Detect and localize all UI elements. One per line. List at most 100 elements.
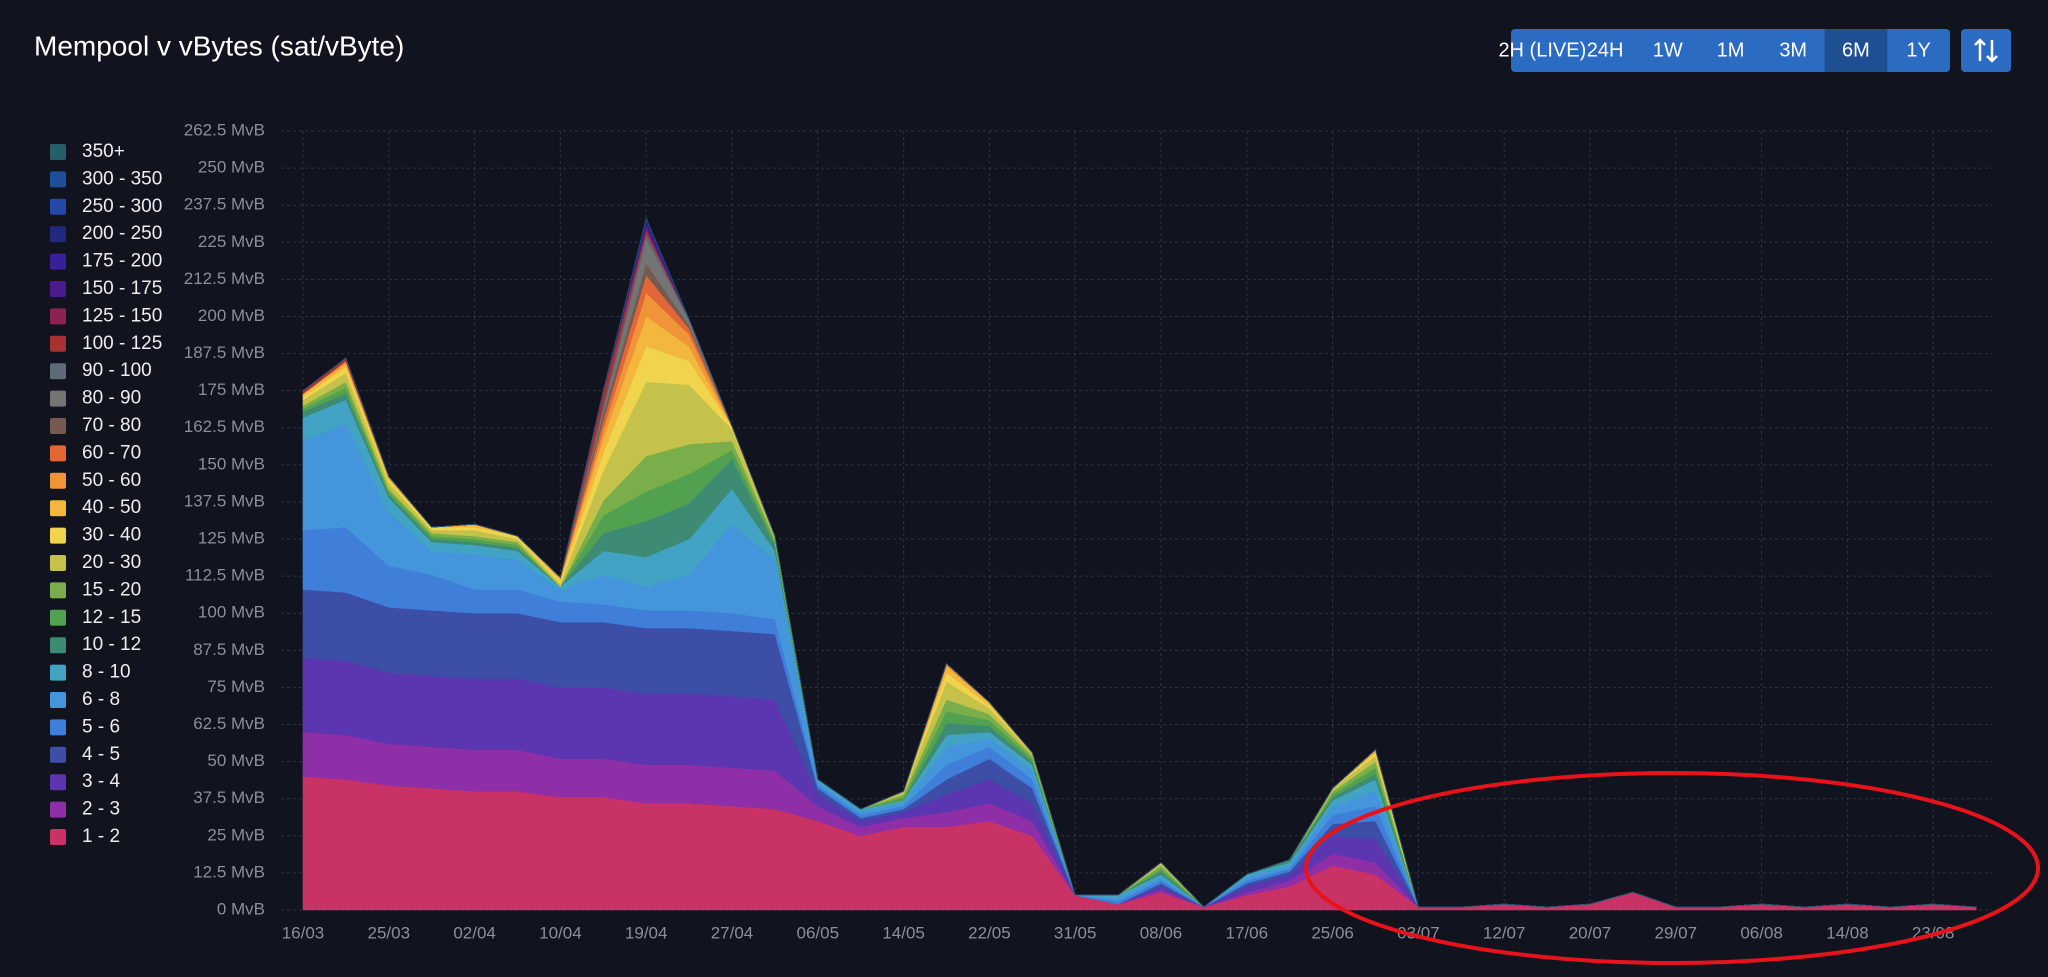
legend-swatch[interactable]: [50, 829, 66, 845]
legend-label[interactable]: 60 - 70: [82, 442, 141, 463]
button-active-bg[interactable]: [1824, 29, 1888, 72]
y-tick-label: 200 MvB: [198, 306, 265, 325]
legend-label[interactable]: 3 - 4: [82, 771, 120, 792]
range-button[interactable]: 1W: [1653, 39, 1683, 61]
x-tick-label: 02/04: [453, 923, 496, 942]
legend-label[interactable]: 1 - 2: [82, 826, 120, 847]
legend-swatch[interactable]: [50, 226, 66, 243]
legend-label[interactable]: 30 - 40: [82, 525, 141, 546]
y-tick-label: 250 MvB: [198, 158, 265, 177]
legend-swatch[interactable]: [50, 582, 66, 599]
highlight-ellipse: [1304, 771, 2040, 965]
legend-label[interactable]: 125 - 150: [82, 305, 162, 326]
legend-swatch[interactable]: [50, 144, 66, 160]
x-tick-label: 31/05: [1054, 923, 1097, 942]
legend-swatch[interactable]: [50, 253, 66, 270]
y-tick-label: 12.5 MvB: [193, 862, 265, 881]
y-tick-label: 262.5 MvB: [184, 120, 265, 139]
legend-label[interactable]: 20 - 30: [82, 552, 141, 573]
legend-label[interactable]: 12 - 15: [82, 607, 141, 628]
y-tick-label: 137.5 MvB: [184, 491, 265, 510]
legend-label[interactable]: 200 - 250: [82, 223, 162, 244]
range-buttons: 2H (LIVE) 24H 1W 1M 3M 6M 1Y: [1498, 29, 1950, 72]
legend-swatch[interactable]: [50, 637, 66, 654]
legend-swatch[interactable]: [50, 664, 66, 681]
range-button[interactable]: 1Y: [1906, 39, 1930, 61]
legend-label[interactable]: 250 - 300: [82, 196, 162, 217]
legend-label[interactable]: 350+: [82, 141, 125, 162]
legend-swatch[interactable]: [50, 281, 66, 297]
y-tick-label: 0 MvB: [217, 899, 265, 918]
legend-swatch[interactable]: [50, 555, 66, 571]
legend-label[interactable]: 4 - 5: [82, 744, 120, 765]
x-tick-label: 25/06: [1311, 923, 1354, 942]
toggle-bg[interactable]: [1961, 29, 2011, 72]
y-tick-label: 87.5 MvB: [193, 640, 265, 659]
y-tick-label: 50 MvB: [207, 751, 265, 770]
legend-label[interactable]: 100 - 125: [82, 333, 162, 354]
range-button[interactable]: 6M: [1842, 39, 1870, 61]
x-tick-label: 19/04: [625, 923, 668, 942]
x-tick-label: 29/07: [1655, 923, 1698, 942]
x-tick-label: 16/03: [282, 923, 325, 942]
x-tick-label: 20/07: [1569, 923, 1612, 942]
legend-label[interactable]: 10 - 12: [82, 634, 141, 655]
x-tick-label: 08/06: [1140, 923, 1183, 942]
y-tick-label: 75 MvB: [207, 677, 265, 696]
legend-label[interactable]: 15 - 20: [82, 579, 141, 600]
legend-swatch[interactable]: [50, 472, 66, 489]
legend-swatch[interactable]: [50, 692, 66, 708]
legend-swatch[interactable]: [50, 171, 66, 188]
legend-label[interactable]: 6 - 8: [82, 689, 120, 710]
legend-swatch[interactable]: [50, 609, 66, 626]
legend-label[interactable]: 50 - 60: [82, 470, 141, 491]
legend-swatch[interactable]: [50, 801, 66, 818]
x-tick-label: 27/04: [711, 923, 754, 942]
legend-swatch[interactable]: [50, 390, 66, 407]
legend-swatch[interactable]: [50, 198, 66, 215]
legend-swatch[interactable]: [50, 308, 66, 325]
range-button[interactable]: 1M: [1717, 39, 1745, 61]
toggle-button[interactable]: [1961, 29, 2011, 72]
x-tick-label: 25/03: [368, 923, 411, 942]
range-button[interactable]: 24H: [1587, 39, 1624, 61]
range-button[interactable]: 3M: [1779, 39, 1807, 61]
x-tick-label: 17/06: [1226, 923, 1269, 942]
legend-swatch[interactable]: [50, 418, 66, 434]
legend-label[interactable]: 90 - 100: [82, 360, 152, 381]
range-button[interactable]: 2H (LIVE): [1498, 39, 1586, 61]
x-tick-label: 06/05: [797, 923, 840, 942]
x-tick-label: 14/05: [882, 923, 925, 942]
legend-label[interactable]: 8 - 10: [82, 662, 131, 683]
legend-swatch[interactable]: [50, 335, 66, 352]
y-tick-label: 150 MvB: [198, 454, 265, 473]
legend-label[interactable]: 175 - 200: [82, 251, 162, 272]
legend-label[interactable]: 40 - 50: [82, 497, 141, 518]
legend-swatch[interactable]: [50, 774, 66, 791]
y-tick-label: 25 MvB: [207, 825, 265, 844]
y-tick-label: 237.5 MvB: [184, 195, 265, 214]
x-tick-label: 14/08: [1826, 923, 1869, 942]
legend-swatch[interactable]: [50, 500, 66, 517]
legend-label[interactable]: 150 - 175: [82, 278, 162, 299]
legend-label[interactable]: 300 - 350: [82, 168, 162, 189]
legend-swatch[interactable]: [50, 363, 66, 380]
legend: 350+ 300 - 350 250 - 300 200 - 250 175 - 200…: [50, 141, 162, 847]
x-tick-label: 12/07: [1483, 923, 1526, 942]
legend-label[interactable]: 5 - 6: [82, 716, 120, 737]
legend-swatch[interactable]: [50, 527, 66, 544]
y-tick-label: 175 MvB: [198, 380, 265, 399]
legend-swatch[interactable]: [50, 445, 66, 462]
y-tick-label: 212.5 MvB: [184, 269, 265, 288]
legend-label[interactable]: 2 - 3: [82, 799, 120, 820]
legend-swatch[interactable]: [50, 719, 66, 736]
legend-label[interactable]: 80 - 90: [82, 388, 141, 409]
legend-swatch[interactable]: [50, 746, 66, 763]
y-tick-label: 162.5 MvB: [184, 417, 265, 436]
x-tick-label: 06/08: [1740, 923, 1783, 942]
legend-label[interactable]: 70 - 80: [82, 415, 141, 436]
area: [302, 217, 1977, 908]
x-tick-label: 10/04: [539, 923, 582, 942]
